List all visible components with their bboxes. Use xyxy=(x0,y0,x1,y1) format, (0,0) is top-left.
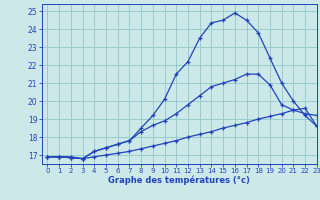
X-axis label: Graphe des températures (°c): Graphe des températures (°c) xyxy=(108,176,250,185)
